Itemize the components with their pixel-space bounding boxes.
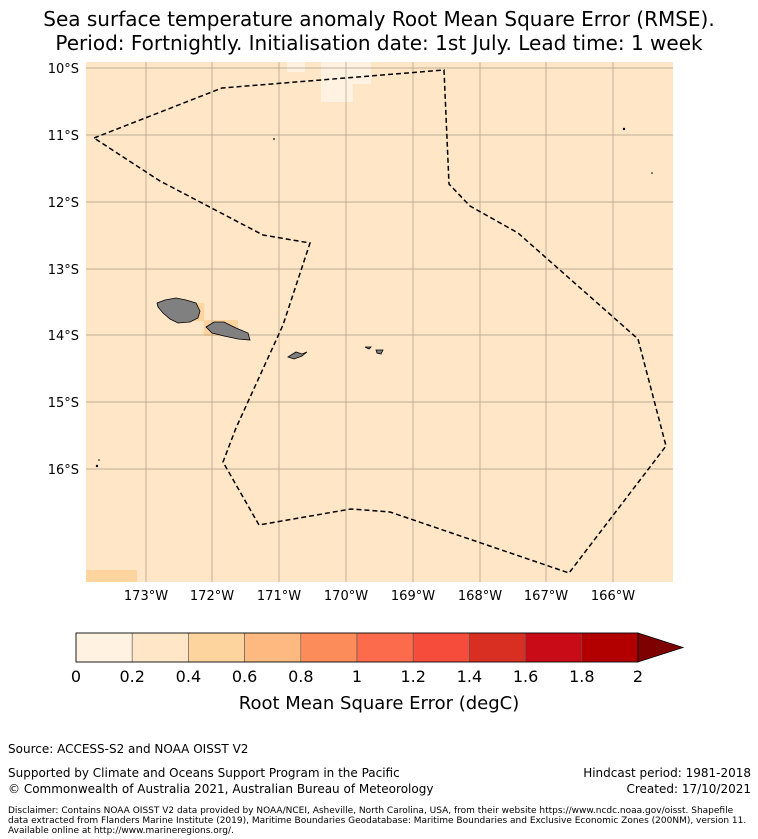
rmse-cell-low	[287, 62, 305, 72]
lat-label: 15°S	[48, 396, 79, 411]
lat-label: 14°S	[48, 329, 79, 344]
lat-label: 10°S	[48, 62, 79, 77]
rmse-cell-elevated	[86, 570, 137, 582]
rmse-cell-low	[353, 62, 371, 84]
lon-label: 172°W	[190, 589, 234, 604]
colorbar-tick-label: 0.6	[232, 667, 257, 686]
colorbar-tick-label: 1	[352, 667, 362, 686]
map-title-line-1: Sea surface temperature anomaly Root Mea…	[43, 7, 715, 31]
lat-label: 13°S	[48, 263, 79, 278]
lon-label: 167°W	[524, 589, 568, 604]
lon-label: 168°W	[458, 589, 502, 604]
colorbar-tick-label: 0.2	[119, 667, 144, 686]
colorbar-tick-labels: 0 0.2 0.4 0.6 0.8 1 1.2 1.4 1.6 1.8 2	[71, 667, 643, 686]
colorbar-segment	[300, 632, 358, 663]
colorbar-tick-label: 1.4	[457, 667, 482, 686]
support-text: Supported by Climate and Oceans Support …	[8, 766, 400, 780]
colorbar-tick-label: 1.8	[569, 667, 594, 686]
colorbar-tick-label: 2	[633, 667, 643, 686]
island-manua	[375, 349, 384, 355]
colorbar-segment	[356, 632, 414, 663]
eez-boundary	[92, 69, 667, 574]
colorbar-segment	[188, 632, 245, 663]
graticule	[86, 62, 673, 582]
colorbar-segment	[469, 632, 526, 663]
lon-label: 169°W	[391, 589, 435, 604]
lon-label: 170°W	[324, 589, 368, 604]
colorbar-segment	[581, 632, 639, 663]
longitude-labels: 173°W 172°W 171°W 170°W 169°W 168°W 167°…	[124, 589, 635, 604]
latitude-labels: 10°S 11°S 12°S 13°S 14°S 15°S 16°S	[48, 62, 79, 478]
colorbar-label: Root Mean Square Error (degC)	[239, 693, 520, 714]
lon-label: 173°W	[124, 589, 168, 604]
source-text: Source: ACCESS-S2 and NOAA OISST V2	[8, 742, 249, 756]
island-ofu	[364, 346, 372, 350]
hindcast-text: Hindcast period: 1981-2018	[583, 766, 751, 780]
colorbar-tick-label: 0	[71, 667, 81, 686]
lat-label: 12°S	[48, 196, 79, 211]
lon-label: 166°W	[591, 589, 635, 604]
rmse-field-background	[86, 62, 673, 582]
colorbar-extend-arrow	[637, 632, 685, 663]
island-tutuila	[287, 351, 308, 360]
colorbar-segment	[525, 632, 583, 663]
created-text: Created: 17/10/2021	[626, 782, 751, 796]
colorbar-segment	[244, 632, 302, 663]
lon-label: 171°W	[257, 589, 301, 604]
colorbar	[75, 632, 685, 663]
colorbar-tick-label: 0.8	[288, 667, 313, 686]
disclaimer-text: Disclaimer: Contains NOAA OISST V2 data …	[8, 806, 747, 836]
land-masses	[156, 297, 384, 360]
rmse-cell-low	[321, 62, 353, 102]
colorbar-tick-label: 0.4	[176, 667, 201, 686]
colorbar-tick-label: 1.2	[400, 667, 425, 686]
colorbar-outline	[75, 632, 639, 663]
colorbar-segment	[75, 632, 133, 663]
copyright-text: © Commonwealth of Australia 2021, Austra…	[8, 782, 434, 796]
lat-label: 11°S	[48, 129, 79, 144]
colorbar-segment	[131, 632, 189, 663]
island-savaii	[156, 297, 201, 324]
map-panel	[86, 62, 673, 582]
colorbar-tick-label: 1.6	[513, 667, 538, 686]
map-title-line-2: Period: Fortnightly. Initialisation date…	[55, 31, 703, 55]
island-upolu	[205, 321, 251, 341]
small-islands	[95, 127, 653, 468]
lat-label: 16°S	[48, 463, 79, 478]
colorbar-segment	[412, 632, 470, 663]
